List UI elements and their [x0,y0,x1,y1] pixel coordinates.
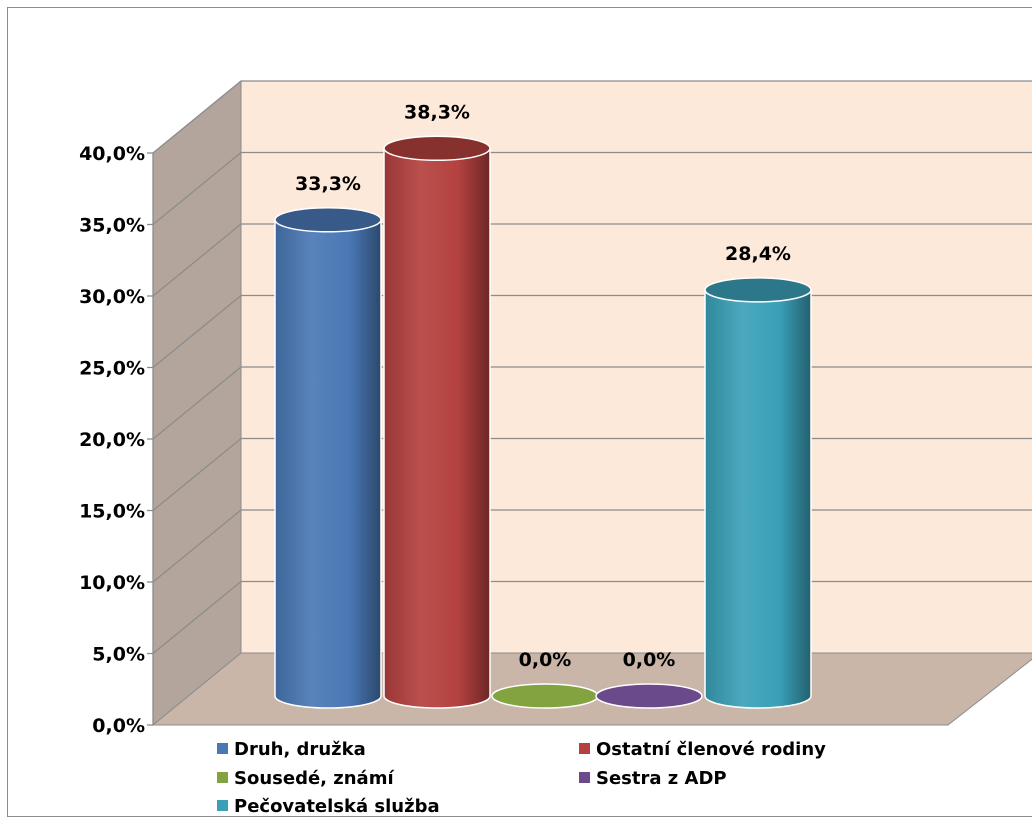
legend-swatch-3 [579,772,590,783]
legend-swatch-4 [217,800,228,811]
y-tick-label: 35,0% [79,215,145,237]
data-label-3: 0,0% [623,649,676,671]
bars [274,135,812,709]
data-labels: 33,3% 38,3% 0,0% 0,0% 28,4% [295,101,791,671]
legend-entry-3: Sestra z ADP [596,768,727,789]
data-label-0: 33,3% [295,173,361,195]
legend-swatch-0 [217,743,228,754]
legend-entry-4: Pečovatelská služba [234,796,440,816]
legend-swatch-1 [579,743,590,754]
y-tick-label: 10,0% [79,572,145,594]
gridline [152,151,1032,226]
y-tick-label: 5,0% [92,644,145,666]
bar-4 [704,289,812,709]
bar-3 [595,683,703,709]
legend-swatch-2 [217,772,228,783]
y-tick-label: 25,0% [79,358,145,380]
y-tick-label: 0,0% [92,715,145,737]
bar-2 [491,683,599,709]
gridline [152,80,1032,154]
bar-top-0 [274,207,382,233]
y-tick-label: 20,0% [79,429,145,451]
bar-top-1 [383,135,491,162]
legend: Druh, družka Ostatní členové rodiny Soused… [217,739,826,816]
bar-top-4 [704,277,812,303]
gridline [152,223,1032,297]
legend-entry-1: Ostatní členové rodiny [596,739,826,760]
y-tick-label: 40,0% [79,143,145,165]
data-label-1: 38,3% [404,101,470,123]
legend-entry-0: Druh, družka [234,739,366,760]
legend-entry-2: Sousedé, známí [234,768,394,789]
y-axis-ticks: 0,0% 5,0% 10,0% 15,0% 20,0% 25,0% 30,0% 35,0% 40… [79,143,153,737]
data-label-4: 28,4% [725,243,791,265]
chart-frame: 0,0% 5,0% 10,0% 15,0% 20,0% 25,0% 30,0% 35,0% 40… [7,7,1032,817]
y-tick-label: 30,0% [79,286,145,308]
bar-0 [274,219,382,709]
data-label-2: 0,0% [519,649,572,671]
bar-1 [383,147,491,709]
y-tick-label: 15,0% [79,501,145,523]
chart-plot: 0,0% 5,0% 10,0% 15,0% 20,0% 25,0% 30,0% 35,0% 40… [79,79,1032,816]
